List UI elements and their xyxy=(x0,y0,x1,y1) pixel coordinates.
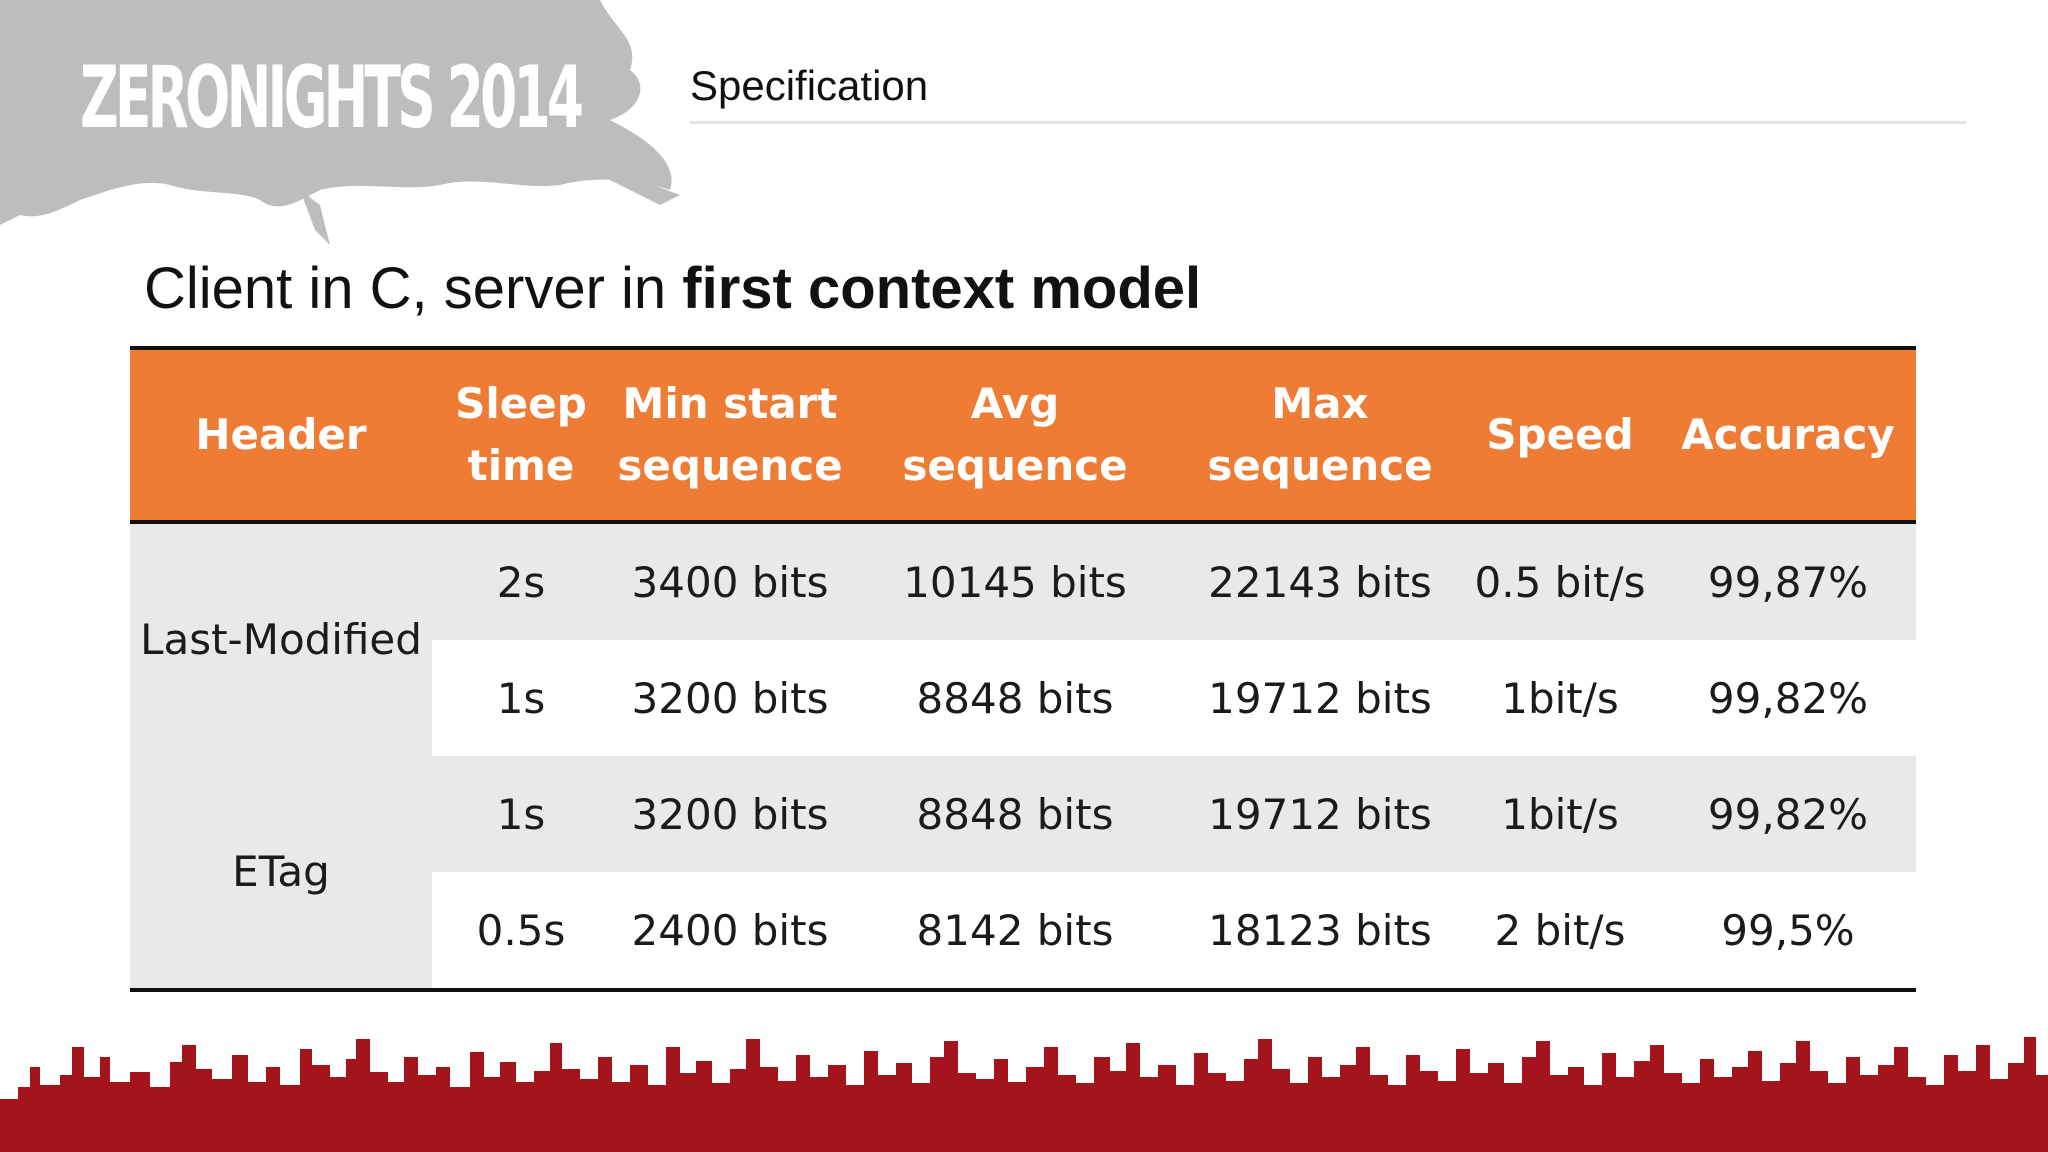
specification-table: Header Sleep time Min start sequence Avg… xyxy=(130,346,1916,992)
group-header-cell: ETag xyxy=(130,756,432,990)
table-row: Last-Modified 2s 3400 bits 10145 bits 22… xyxy=(130,522,1916,756)
accuracy-cell: 99,5% xyxy=(1660,872,1916,990)
sleep-cell: 1s xyxy=(432,756,610,872)
table-header-row: Header Sleep time Min start sequence Avg… xyxy=(130,348,1916,522)
speed-cell: 0.5 bit/s xyxy=(1460,522,1660,640)
max-sequence-cell: 19712 bits xyxy=(1180,640,1460,756)
table-row: 0.5s 2400 bits 8142 bits 18123 bits 2 bi… xyxy=(130,872,1916,990)
column-header: Min start sequence xyxy=(610,348,850,522)
column-header: Speed xyxy=(1460,348,1660,522)
sleep-cell: 0.5s xyxy=(432,872,610,990)
gray-splash-decoration xyxy=(0,0,680,245)
max-sequence-cell: 19712 bits xyxy=(1180,756,1460,872)
city-skyline-decoration xyxy=(0,1037,2048,1152)
accuracy-cell: 99,82% xyxy=(1660,640,1916,756)
column-header: Max sequence xyxy=(1180,348,1460,522)
table-row: ETag 1s 3200 bits 8848 bits 19712 bits 1… xyxy=(130,756,1916,990)
max-sequence-cell: 18123 bits xyxy=(1180,872,1460,990)
avg-sequence-cell: 8848 bits xyxy=(850,640,1180,756)
heading-normal-text: Client in C, server in xyxy=(144,256,683,321)
zeronights-logo: ZERONIGHTS 2014 xyxy=(80,48,584,148)
slide-heading: Client in C, server in first context mod… xyxy=(144,255,1201,322)
min-sequence-cell: 2400 bits xyxy=(610,872,850,990)
avg-sequence-cell: 8848 bits xyxy=(850,756,1180,872)
column-header: Avg sequence xyxy=(850,348,1180,522)
min-sequence-cell: 3200 bits xyxy=(610,756,850,872)
speed-cell: 1bit/s xyxy=(1460,640,1660,756)
avg-sequence-cell: 10145 bits xyxy=(850,522,1180,640)
sleep-cell: 1s xyxy=(432,640,610,756)
accuracy-cell: 99,87% xyxy=(1660,522,1916,640)
avg-sequence-cell: 8142 bits xyxy=(850,872,1180,990)
column-header: Header xyxy=(130,348,432,522)
group-header-cell: Last-Modified xyxy=(130,522,432,756)
table-row: 1s 3200 bits 8848 bits 19712 bits 1bit/s… xyxy=(130,640,1916,756)
min-sequence-cell: 3200 bits xyxy=(610,640,850,756)
accuracy-cell: 99,82% xyxy=(1660,756,1916,872)
min-sequence-cell: 3400 bits xyxy=(610,522,850,640)
speed-cell: 2 bit/s xyxy=(1460,872,1660,990)
column-header: Sleep time xyxy=(432,348,610,522)
max-sequence-cell: 22143 bits xyxy=(1180,522,1460,640)
sleep-cell: 2s xyxy=(432,522,610,640)
section-title: Specification xyxy=(690,62,929,109)
speed-cell: 1bit/s xyxy=(1460,756,1660,872)
column-header: Accuracy xyxy=(1660,348,1916,522)
title-rule xyxy=(690,121,1966,124)
heading-bold-text: first context model xyxy=(682,256,1202,321)
